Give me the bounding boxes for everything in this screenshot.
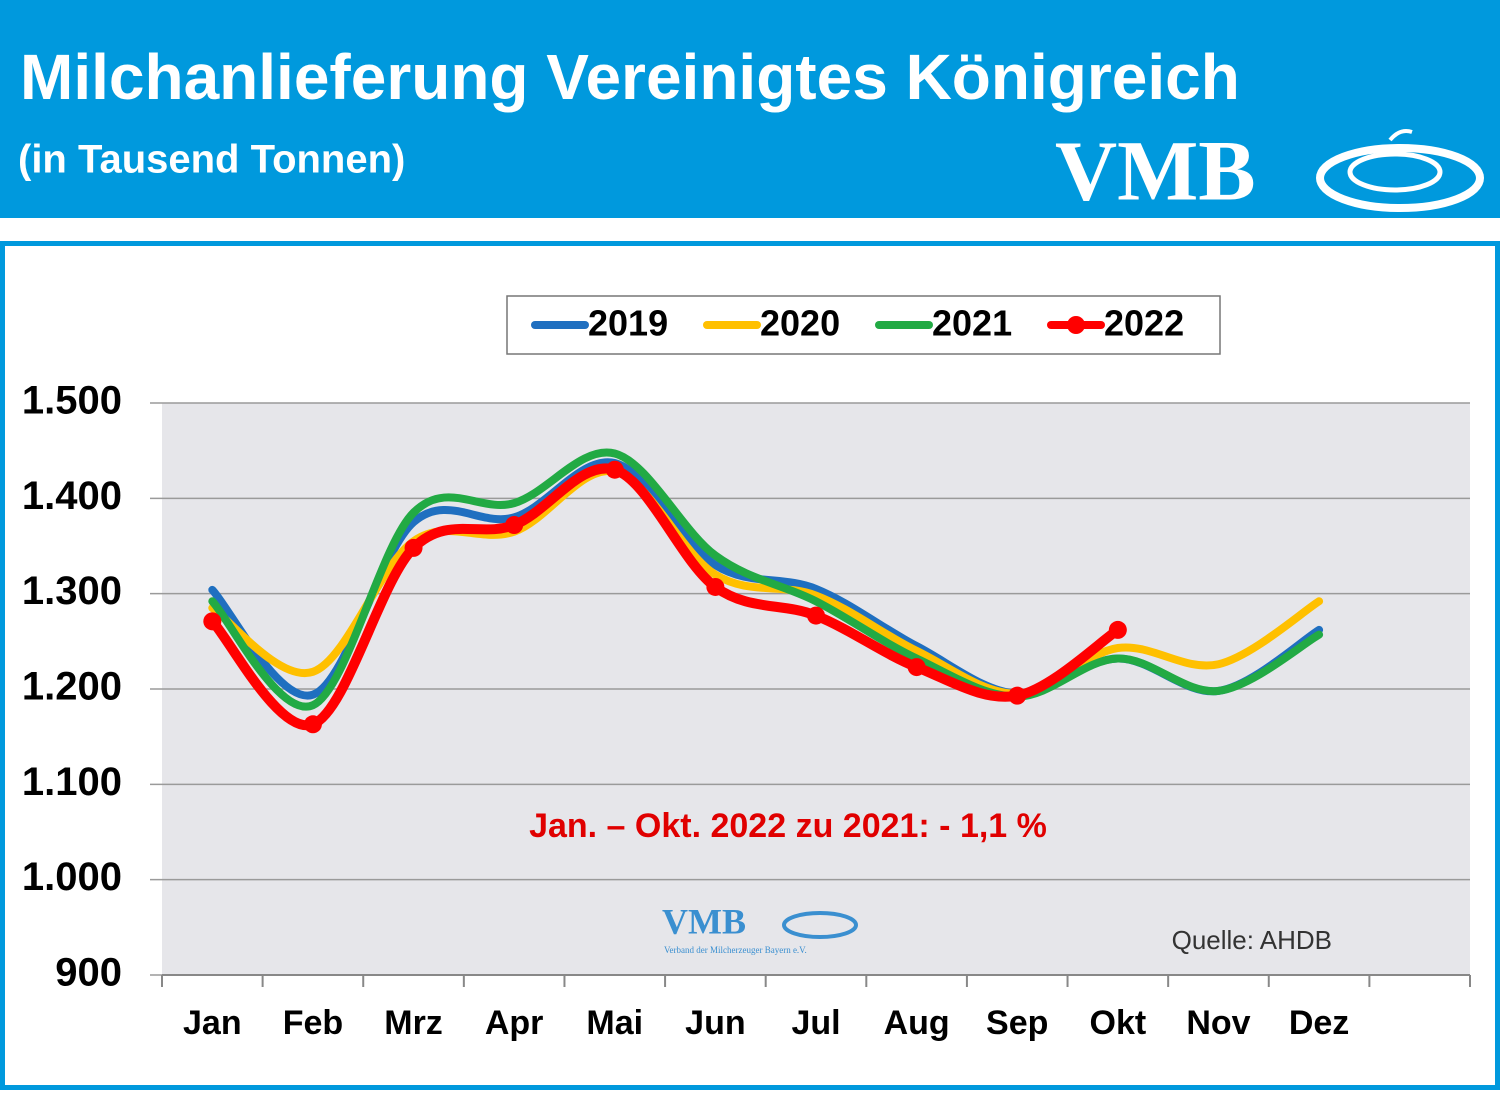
- series-line: [207, 463, 1123, 731]
- point: [706, 577, 725, 596]
- point: [605, 460, 624, 479]
- watermark-logo: VMB: [662, 901, 746, 941]
- legend-label: 2019: [588, 303, 668, 344]
- point: [907, 658, 926, 677]
- y-tick-label: 1.100: [22, 760, 122, 804]
- y-tick-label: 1.400: [22, 474, 122, 518]
- point: [303, 715, 322, 734]
- x-tick-label: Okt: [1090, 1004, 1147, 1042]
- x-tick-label: Aug: [884, 1004, 950, 1042]
- x-tick-label: Apr: [485, 1004, 544, 1042]
- legend-label: 2021: [932, 303, 1012, 344]
- x-tick-label: Nov: [1186, 1004, 1250, 1042]
- series-line: [208, 448, 1324, 711]
- point: [1008, 686, 1027, 705]
- y-tick-label: 1.000: [22, 855, 122, 899]
- point: [807, 606, 825, 625]
- x-tick-label: Jan: [183, 1004, 242, 1042]
- legend-marker: [1067, 316, 1085, 334]
- x-tick-label: Sep: [986, 1004, 1048, 1042]
- x-tick-label: Dez: [1289, 1004, 1349, 1042]
- watermark-swoosh: [782, 911, 858, 939]
- x-tick-label: Jul: [791, 1004, 840, 1042]
- point: [505, 516, 524, 535]
- x-tick-label: Feb: [283, 1004, 343, 1042]
- point: [203, 612, 222, 631]
- y-tick-label: 900: [55, 951, 122, 995]
- logo: VMB: [1055, 123, 1256, 219]
- header-bar: [0, 0, 1500, 218]
- watermark-text: Verband der Milcherzeuger Bayern e.V.: [664, 945, 807, 955]
- x-tick-label: Mrz: [384, 1004, 443, 1042]
- legend-label: 2020: [760, 303, 840, 344]
- title: Milchanlieferung Vereinigtes Königreich: [20, 41, 1240, 113]
- legend-label: 2022: [1104, 303, 1184, 344]
- x-tick-label: Mai: [586, 1004, 643, 1042]
- logo-swoosh: [1316, 129, 1484, 212]
- point: [1108, 620, 1127, 639]
- source: Quelle: AHDB: [1172, 925, 1332, 955]
- y-tick-label: 1.200: [22, 665, 122, 709]
- y-tick-label: 1.500: [22, 379, 122, 423]
- x-tick-label: Jun: [685, 1004, 745, 1042]
- subtitle: (in Tausend Tonnen): [18, 138, 405, 182]
- annotation: Jan. – Okt. 2022 zu 2021: - 1,1 %: [529, 807, 1047, 845]
- series-line: [208, 467, 1324, 698]
- y-tick-label: 1.300: [22, 569, 122, 613]
- point: [404, 538, 423, 557]
